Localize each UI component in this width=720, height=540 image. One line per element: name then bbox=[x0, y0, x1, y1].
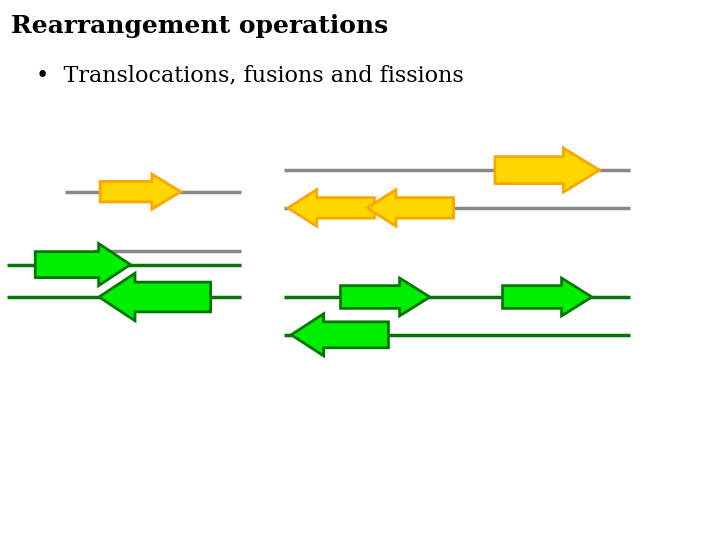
FancyArrow shape bbox=[100, 174, 181, 209]
Text: Rearrangement operations: Rearrangement operations bbox=[11, 14, 388, 37]
FancyArrow shape bbox=[341, 278, 430, 316]
FancyArrow shape bbox=[99, 273, 210, 321]
FancyArrow shape bbox=[367, 190, 454, 226]
Text: •  Translocations, fusions and fissions: • Translocations, fusions and fissions bbox=[36, 65, 464, 87]
FancyArrow shape bbox=[288, 190, 374, 226]
FancyArrow shape bbox=[503, 278, 592, 316]
FancyArrow shape bbox=[291, 314, 389, 356]
FancyArrow shape bbox=[495, 148, 599, 192]
FancyArrow shape bbox=[35, 244, 130, 286]
